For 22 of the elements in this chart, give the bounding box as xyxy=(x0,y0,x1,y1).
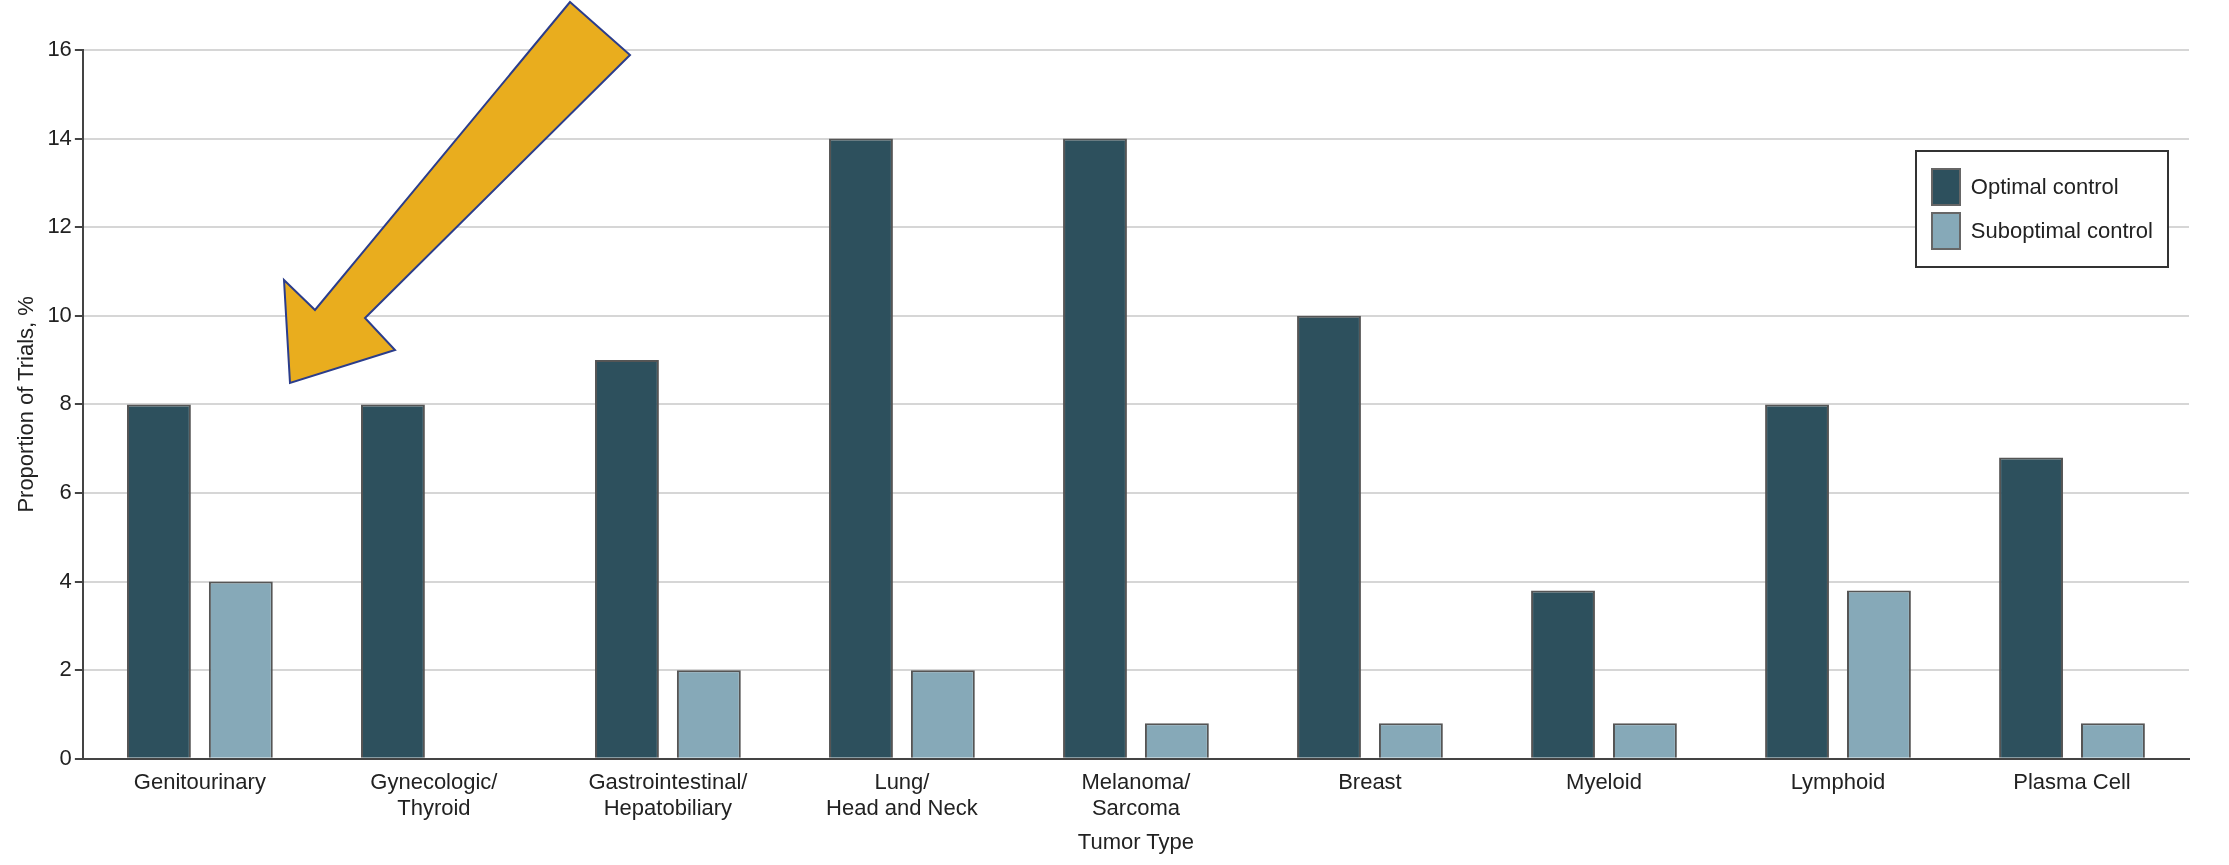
x-tick-label: Genitourinary xyxy=(133,769,266,795)
y-tick-label: 8 xyxy=(59,390,72,416)
y-axis-title: Proportion of Trials, % xyxy=(13,296,39,513)
y-tick-label: 10 xyxy=(47,301,72,327)
x-axis-title: Tumor Type xyxy=(1077,828,1195,854)
legend-label: Suboptimal control xyxy=(1970,218,2153,244)
x-tick-label: Lymphoid xyxy=(1790,769,1886,795)
x-tick-label: Lung/ Head and Neck xyxy=(826,769,979,821)
x-tick-label: Myeloid xyxy=(1566,769,1642,795)
x-tick-label: Gastrointestinal/ Hepatobiliary xyxy=(588,769,749,821)
y-tick-label: 4 xyxy=(59,567,72,593)
y-tick-label: 12 xyxy=(47,213,72,239)
y-tick-label: 6 xyxy=(59,479,72,505)
y-tick-label: 2 xyxy=(59,656,72,682)
legend-label: Optimal control xyxy=(1970,174,2119,200)
y-tick-label: 0 xyxy=(59,744,72,770)
x-tick-label: Gynecologic/ Thyroid xyxy=(370,769,499,821)
y-tick-label: 16 xyxy=(47,36,72,62)
y-tick-label: 14 xyxy=(47,124,72,150)
x-tick-label: Plasma Cell xyxy=(2013,769,2131,795)
x-tick-label: Melanoma/ Sarcoma xyxy=(1081,769,1192,821)
x-tick-label: Breast xyxy=(1338,769,1402,795)
